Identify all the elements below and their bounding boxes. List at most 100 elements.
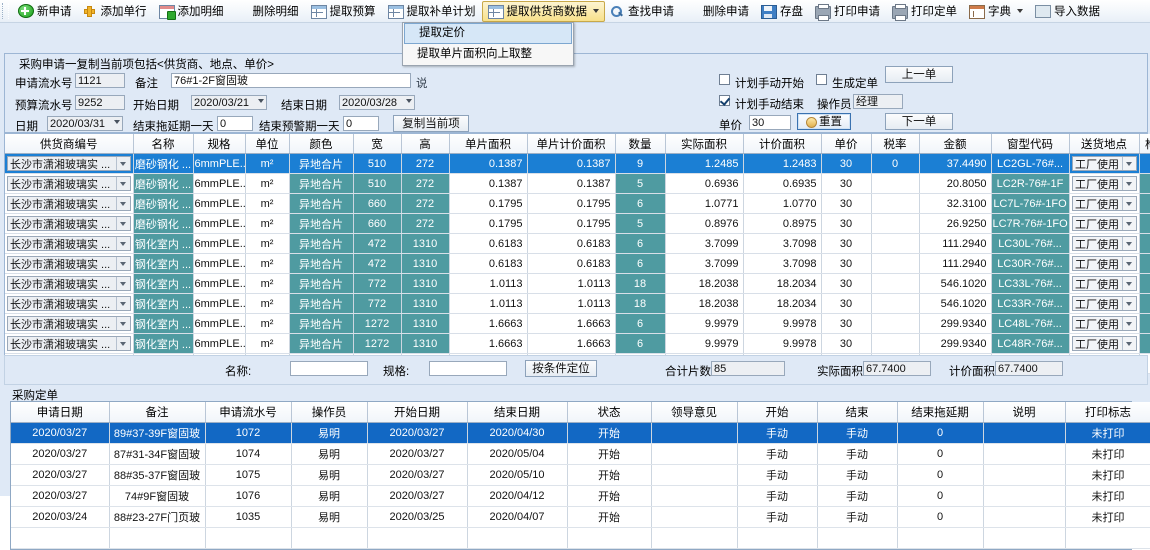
toolbar-grip[interactable] bbox=[2, 3, 9, 19]
order-cell-end[interactable]: 手动 bbox=[817, 506, 898, 528]
end-date-field[interactable]: 2020/03/28 bbox=[339, 95, 415, 110]
detail-cell-price_area[interactable]: 3.7098 bbox=[743, 253, 822, 274]
toolbar-button-add-row[interactable]: 添加单行 bbox=[78, 1, 153, 22]
detail-cell-tax[interactable] bbox=[871, 273, 920, 294]
detail-cell-window_code[interactable]: LC48R-76#... bbox=[991, 333, 1070, 354]
delivery-combobox[interactable]: 工厂使用 bbox=[1071, 196, 1137, 211]
order-cell-start[interactable]: 手动 bbox=[737, 464, 818, 486]
detail-cell-qty[interactable]: 5 bbox=[615, 213, 666, 234]
detail-cell-unit[interactable]: m² bbox=[245, 333, 290, 354]
detail-column-header[interactable]: 实际面积 bbox=[665, 134, 744, 154]
detail-cell-component[interactable]: 固玻 bbox=[1139, 193, 1150, 214]
detail-cell-actual_area[interactable]: 3.7099 bbox=[665, 253, 744, 274]
detail-cell-unit[interactable]: m² bbox=[245, 213, 290, 234]
menu-item-extract-round-up-area[interactable]: 提取单片面积向上取整 bbox=[417, 48, 532, 60]
order-cell-apply_date[interactable]: 2020/03/27 bbox=[11, 422, 110, 444]
order-cell-remark[interactable]: 74#9F窗固玻 bbox=[109, 485, 206, 507]
order-column-header[interactable]: 申请流水号 bbox=[205, 402, 292, 423]
detail-cell-unit_price[interactable]: 30 bbox=[821, 273, 872, 294]
apply-serial-field[interactable]: 1121 bbox=[75, 73, 125, 88]
supplier-combobox[interactable]: 长沙市潇湘玻璃实 ... bbox=[7, 316, 131, 331]
detail-cell-unit[interactable]: m² bbox=[245, 193, 290, 214]
detail-table-row[interactable]: 长沙市潇湘玻璃实 ... 钢化室内 ... 6mmPLE... m² 异地合片 772 13… bbox=[5, 293, 1150, 314]
detail-cell-actual_area[interactable]: 0.8976 bbox=[665, 213, 744, 234]
chevron-down-icon[interactable] bbox=[115, 177, 130, 190]
detail-cell-qty[interactable]: 9 bbox=[615, 153, 666, 174]
chevron-down-icon[interactable] bbox=[115, 277, 130, 290]
detail-cell-piece_area[interactable]: 0.6183 bbox=[449, 253, 528, 274]
detail-cell-price_area[interactable]: 18.2034 bbox=[743, 273, 822, 294]
unit-price-field[interactable]: 30 bbox=[749, 115, 791, 130]
detail-cell-amount[interactable]: 111.2940 bbox=[919, 233, 992, 254]
detail-cell-delivery[interactable]: 工厂使用 bbox=[1069, 173, 1140, 194]
detail-cell-color[interactable]: 异地合片 bbox=[289, 253, 354, 274]
detail-cell-price_area[interactable]: 18.2034 bbox=[743, 293, 822, 314]
order-cell-print_flag[interactable]: 未打印 bbox=[1065, 506, 1150, 528]
toolbar-button-delete-request[interactable]: 删除申请 bbox=[680, 1, 755, 22]
detail-cell-height[interactable]: 1310 bbox=[401, 293, 450, 314]
detail-table-row[interactable]: 长沙市潇湘玻璃实 ... 磨砂钢化 ... 6mmPLE... m² 异地合片 660 27… bbox=[5, 193, 1150, 214]
detail-table-row[interactable]: 长沙市潇湘玻璃实 ... 钢化室内 ... 6mmPLE... m² 异地合片 1272 1… bbox=[5, 333, 1150, 354]
detail-cell-spec[interactable]: 6mmPLE... bbox=[193, 193, 246, 214]
detail-cell-amount[interactable]: 299.9340 bbox=[919, 333, 992, 354]
detail-cell-spec[interactable]: 6mmPLE... bbox=[193, 233, 246, 254]
detail-cell-component[interactable]: 固玻 bbox=[1139, 173, 1150, 194]
detail-cell-height[interactable]: 272 bbox=[401, 193, 450, 214]
order-cell-delay[interactable]: 0 bbox=[897, 506, 984, 528]
detail-cell-tax[interactable] bbox=[871, 293, 920, 314]
detail-cell-actual_area[interactable]: 3.7099 bbox=[665, 233, 744, 254]
detail-cell-spec[interactable]: 6mmPLE... bbox=[193, 253, 246, 274]
detail-cell-piece_area[interactable]: 1.6663 bbox=[449, 313, 528, 334]
order-cell-status[interactable]: 开始 bbox=[567, 443, 652, 465]
order-cell-start_date[interactable]: 2020/03/27 bbox=[367, 485, 468, 507]
detail-cell-supplier[interactable]: 长沙市潇湘玻璃实 ... bbox=[5, 233, 134, 254]
chevron-down-icon[interactable] bbox=[1017, 9, 1023, 13]
detail-column-header[interactable]: 金额 bbox=[919, 134, 992, 154]
detail-cell-amount[interactable]: 111.2940 bbox=[919, 253, 992, 274]
order-column-header[interactable]: 状态 bbox=[567, 402, 652, 423]
detail-cell-window_code[interactable]: LC7R-76#-1FO bbox=[991, 213, 1070, 234]
detail-cell-width[interactable]: 660 bbox=[353, 193, 402, 214]
detail-cell-unit_price[interactable]: 30 bbox=[821, 193, 872, 214]
detail-column-header[interactable]: 单片面积 bbox=[449, 134, 528, 154]
operator-field[interactable]: 经理 bbox=[853, 94, 903, 109]
detail-cell-price_area[interactable]: 3.7098 bbox=[743, 233, 822, 254]
detail-cell-unit_price[interactable]: 30 bbox=[821, 333, 872, 354]
order-column-header[interactable]: 开始 bbox=[737, 402, 818, 423]
detail-cell-amount[interactable]: 32.3100 bbox=[919, 193, 992, 214]
detail-cell-color[interactable]: 异地合片 bbox=[289, 173, 354, 194]
detail-cell-tax[interactable]: 0 bbox=[871, 153, 920, 174]
detail-cell-unit[interactable]: m² bbox=[245, 253, 290, 274]
order-cell-start_date[interactable]: 2020/03/27 bbox=[367, 464, 468, 486]
order-cell-delay[interactable]: 0 bbox=[897, 485, 984, 507]
detail-table-row[interactable]: 长沙市潇湘玻璃实 ... 钢化室内 ... 6mmPLE... m² 异地合片 1272 1… bbox=[5, 313, 1150, 334]
detail-cell-delivery[interactable]: 工厂使用 bbox=[1069, 313, 1140, 334]
order-column-header[interactable]: 申请日期 bbox=[11, 402, 110, 423]
copy-current-button[interactable]: 复制当前项 bbox=[393, 115, 469, 132]
chevron-down-icon[interactable] bbox=[115, 337, 130, 350]
order-cell-end_date[interactable]: 2020/04/12 bbox=[467, 485, 568, 507]
order-cell-remark[interactable]: 88#35-37F窗固玻 bbox=[109, 464, 206, 486]
order-cell-opinion[interactable] bbox=[651, 443, 738, 465]
detail-cell-piece_area[interactable]: 1.0113 bbox=[449, 273, 528, 294]
budget-serial-field[interactable]: 9252 bbox=[75, 95, 125, 110]
detail-cell-component[interactable]: 固玻 bbox=[1139, 273, 1150, 294]
detail-cell-qty[interactable]: 18 bbox=[615, 293, 666, 314]
detail-cell-supplier[interactable]: 长沙市潇湘玻璃实 ... bbox=[5, 273, 134, 294]
order-table-row[interactable]: 2020/03/27 89#37-39F窗固玻 1072 易明 2020/03/27 20… bbox=[11, 422, 1150, 444]
detail-cell-actual_area[interactable]: 9.9979 bbox=[665, 313, 744, 334]
detail-cell-tax[interactable] bbox=[871, 313, 920, 334]
detail-cell-unit[interactable]: m² bbox=[245, 233, 290, 254]
delivery-combobox[interactable]: 工厂使用 bbox=[1071, 336, 1137, 351]
detail-column-header[interactable]: 名称 bbox=[133, 134, 194, 154]
prev-order-button[interactable]: 上一单 bbox=[885, 66, 953, 83]
order-column-header[interactable]: 打印标志 bbox=[1065, 402, 1150, 423]
delivery-combobox[interactable]: 工厂使用 bbox=[1071, 176, 1137, 191]
detail-cell-window_code[interactable]: LC30R-76#... bbox=[991, 253, 1070, 274]
order-cell-serial[interactable]: 1072 bbox=[205, 422, 292, 444]
detail-column-header[interactable]: 数量 bbox=[615, 134, 666, 154]
detail-cell-amount[interactable]: 546.1020 bbox=[919, 293, 992, 314]
detail-cell-piece_price_area[interactable]: 1.6663 bbox=[527, 333, 616, 354]
order-cell-end_date[interactable]: 2020/05/04 bbox=[467, 443, 568, 465]
order-cell-end_date[interactable]: 2020/04/30 bbox=[467, 422, 568, 444]
